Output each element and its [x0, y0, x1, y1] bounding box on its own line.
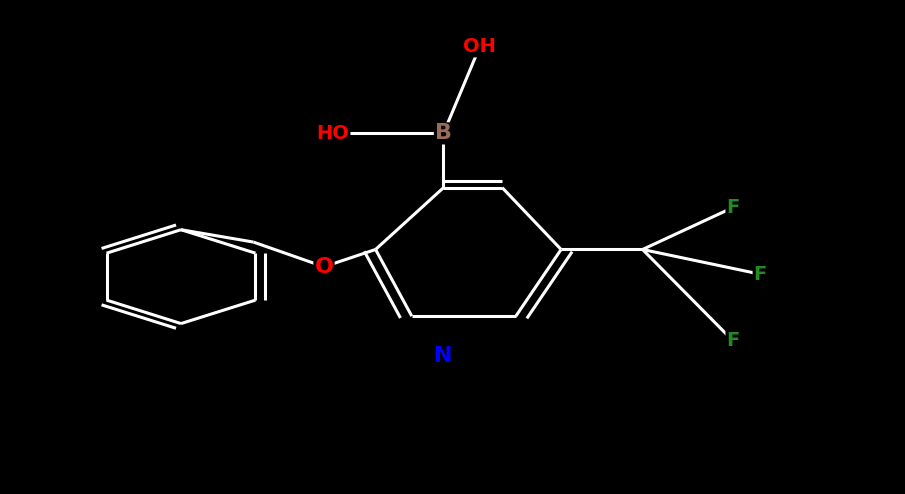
Text: OH: OH: [463, 38, 496, 56]
Text: O: O: [315, 257, 333, 277]
Text: N: N: [434, 346, 452, 366]
Text: F: F: [727, 198, 739, 217]
Text: F: F: [754, 265, 767, 284]
Text: HO: HO: [317, 124, 349, 143]
Text: B: B: [435, 124, 452, 143]
Text: F: F: [727, 331, 739, 350]
